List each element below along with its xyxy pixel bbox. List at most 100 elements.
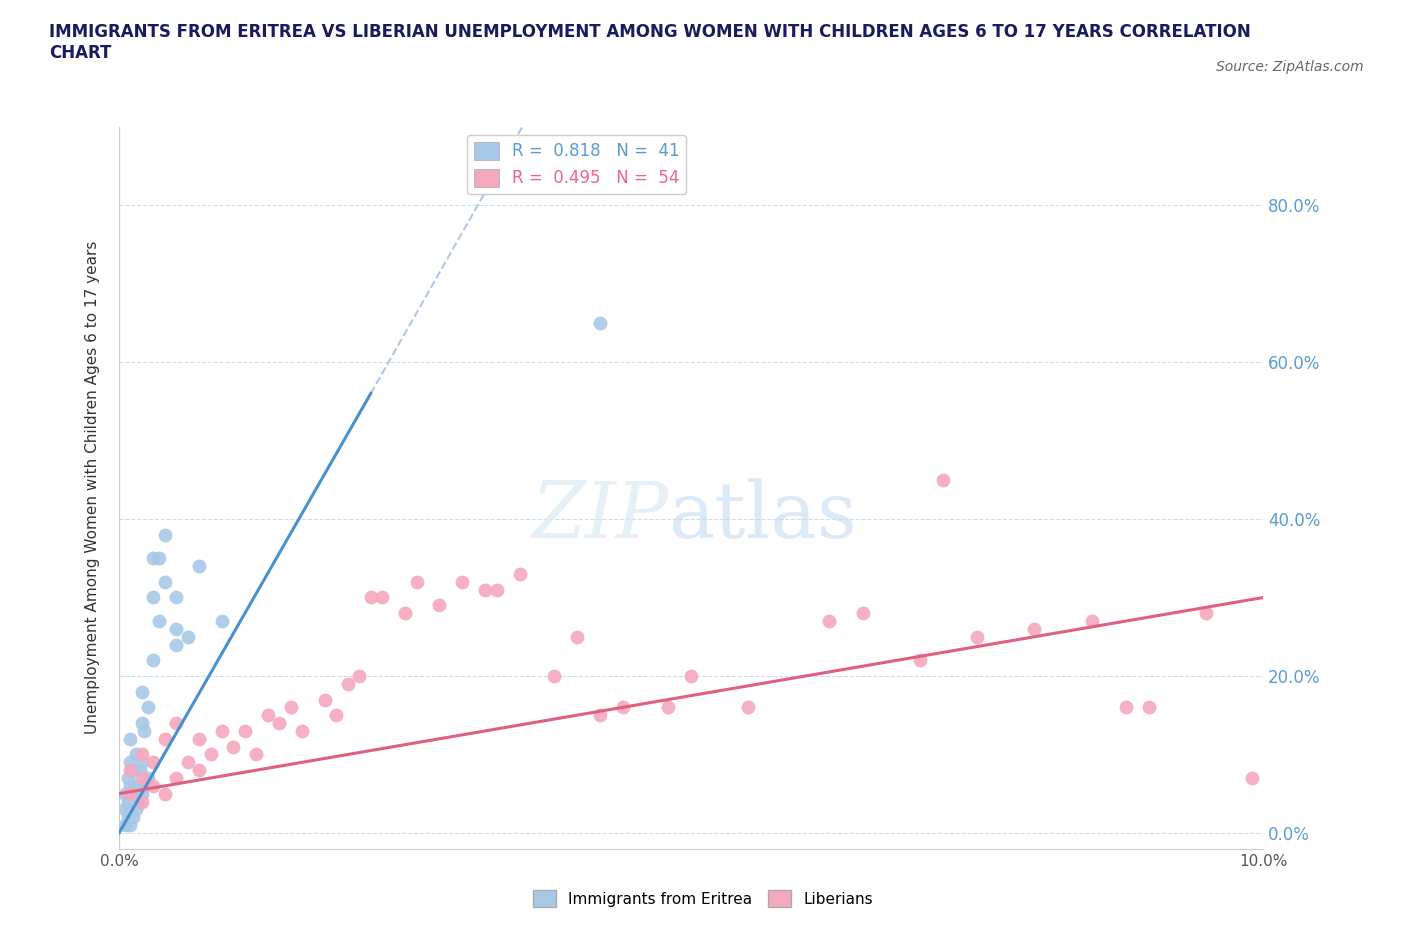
Point xyxy=(188,763,211,777)
Point xyxy=(233,724,256,738)
Point xyxy=(134,778,156,793)
Point xyxy=(131,755,153,770)
Point xyxy=(371,590,394,604)
Point xyxy=(565,630,588,644)
Point xyxy=(121,810,143,825)
Point xyxy=(852,605,875,620)
Text: atlas: atlas xyxy=(668,479,858,554)
Point xyxy=(405,575,427,590)
Point xyxy=(177,630,200,644)
Point xyxy=(114,802,136,817)
Point xyxy=(681,669,703,684)
Text: IMMIGRANTS FROM ERITREA VS LIBERIAN UNEMPLOYMENT AMONG WOMEN WITH CHILDREN AGES : IMMIGRANTS FROM ERITREA VS LIBERIAN UNEM… xyxy=(49,23,1251,62)
Point xyxy=(211,614,233,629)
Point xyxy=(131,786,153,801)
Point xyxy=(588,708,610,723)
Point xyxy=(1240,771,1263,786)
Point xyxy=(737,700,759,715)
Point xyxy=(966,630,988,644)
Point xyxy=(148,614,170,629)
Point xyxy=(588,315,610,330)
Point xyxy=(1195,605,1218,620)
Point xyxy=(360,590,382,604)
Point xyxy=(131,715,153,730)
Point xyxy=(291,724,314,738)
Point xyxy=(120,786,142,801)
Point xyxy=(222,739,245,754)
Point xyxy=(142,778,165,793)
Point xyxy=(120,763,142,777)
Point xyxy=(131,771,153,786)
Point xyxy=(131,747,153,762)
Point xyxy=(120,778,142,793)
Point xyxy=(932,472,955,487)
Point xyxy=(509,566,531,581)
Point xyxy=(474,582,496,597)
Point xyxy=(142,653,165,668)
Point xyxy=(120,817,142,832)
Point xyxy=(1080,614,1102,629)
Point xyxy=(188,731,211,746)
Point xyxy=(148,551,170,565)
Point xyxy=(165,637,187,652)
Point xyxy=(117,771,139,786)
Point xyxy=(114,817,136,832)
Point xyxy=(128,794,150,809)
Point xyxy=(153,527,176,542)
Point xyxy=(908,653,931,668)
Point xyxy=(314,692,336,707)
Point xyxy=(349,669,371,684)
Point xyxy=(120,731,142,746)
Point xyxy=(142,590,165,604)
Point xyxy=(200,747,222,762)
Point xyxy=(125,802,148,817)
Point xyxy=(245,747,267,762)
Point xyxy=(128,763,150,777)
Point xyxy=(1024,621,1046,636)
Point xyxy=(121,763,143,777)
Point xyxy=(125,747,148,762)
Point xyxy=(1115,700,1137,715)
Point xyxy=(165,590,187,604)
Point xyxy=(136,771,159,786)
Point xyxy=(131,794,153,809)
Text: Source: ZipAtlas.com: Source: ZipAtlas.com xyxy=(1216,60,1364,74)
Point xyxy=(336,676,359,691)
Point xyxy=(394,605,416,620)
Point xyxy=(153,731,176,746)
Point xyxy=(543,669,565,684)
Y-axis label: Unemployment Among Women with Children Ages 6 to 17 years: Unemployment Among Women with Children A… xyxy=(86,241,100,735)
Point xyxy=(657,700,679,715)
Point xyxy=(153,575,176,590)
Point xyxy=(142,551,165,565)
Point xyxy=(131,684,153,699)
Text: ZIP: ZIP xyxy=(531,478,668,554)
Point xyxy=(125,778,148,793)
Point xyxy=(280,700,302,715)
Point xyxy=(211,724,233,738)
Point xyxy=(256,708,278,723)
Point xyxy=(117,810,139,825)
Point xyxy=(429,598,451,613)
Point xyxy=(165,715,187,730)
Point xyxy=(177,755,200,770)
Point xyxy=(134,724,156,738)
Point xyxy=(114,786,136,801)
Point xyxy=(188,559,211,574)
Point xyxy=(485,582,508,597)
Point xyxy=(142,755,165,770)
Point xyxy=(165,771,187,786)
Point xyxy=(153,786,176,801)
Legend: R =  0.818   N =  41, R =  0.495   N =  54: R = 0.818 N = 41, R = 0.495 N = 54 xyxy=(467,135,686,194)
Point xyxy=(451,575,474,590)
Point xyxy=(817,614,839,629)
Point xyxy=(612,700,634,715)
Legend: Immigrants from Eritrea, Liberians: Immigrants from Eritrea, Liberians xyxy=(527,884,879,913)
Point xyxy=(269,715,291,730)
Point xyxy=(165,621,187,636)
Point xyxy=(1137,700,1160,715)
Point xyxy=(121,786,143,801)
Point xyxy=(136,700,159,715)
Point xyxy=(325,708,347,723)
Point xyxy=(120,755,142,770)
